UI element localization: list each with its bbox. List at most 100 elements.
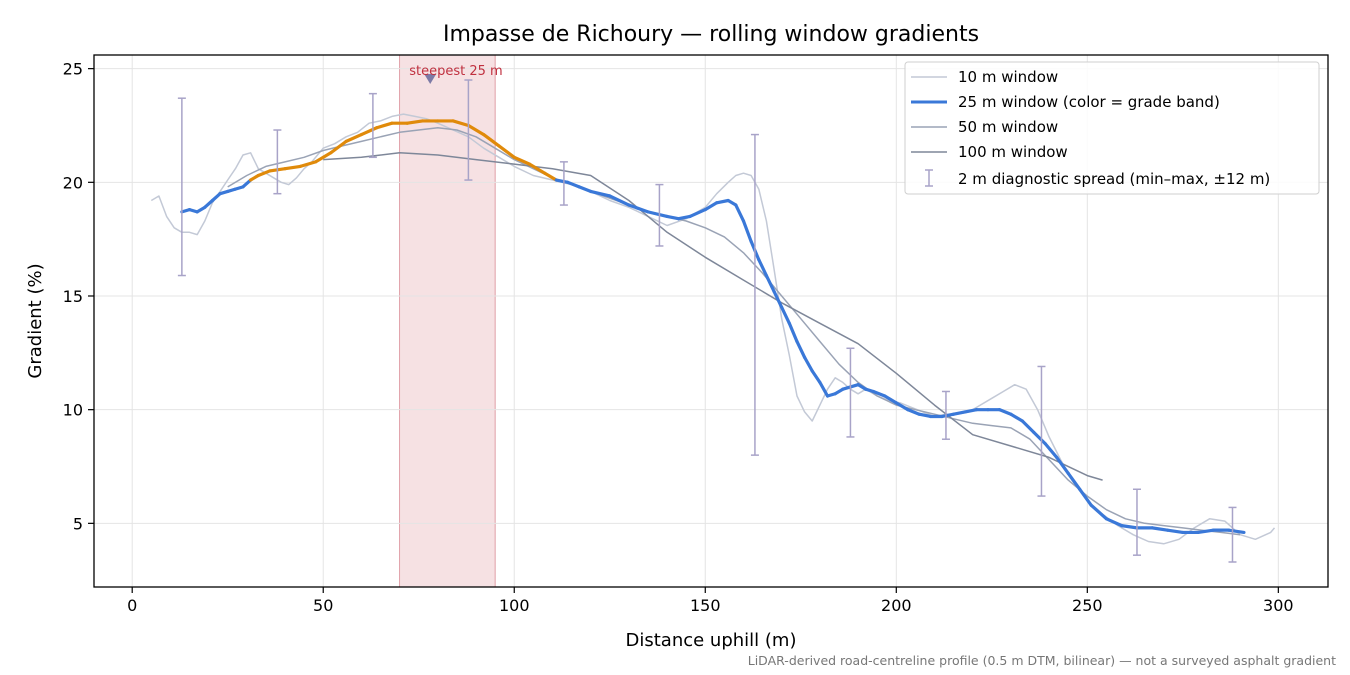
x-tick-label: 50 xyxy=(313,596,333,615)
series-25m-segment xyxy=(703,201,719,212)
series-25m-segment xyxy=(741,219,753,244)
legend-frame xyxy=(904,61,1320,195)
legend-label-100m: 100 m window xyxy=(958,143,1068,161)
legend-label-10m: 10 m window xyxy=(958,68,1058,86)
footnote: LiDAR-derived road-centreline profile (0… xyxy=(748,653,1336,668)
error-bar xyxy=(464,79,473,181)
series-25m-segment xyxy=(566,180,581,189)
series-25m-segment xyxy=(313,151,333,164)
series-25m-segment xyxy=(241,178,253,189)
series-25m-segment xyxy=(1020,419,1036,435)
y-tick-label: 25 xyxy=(63,60,83,79)
series-25m-segment xyxy=(1066,471,1082,491)
series-25m-segment xyxy=(997,408,1013,416)
series-25m-segment xyxy=(283,164,302,171)
y-tick-label: 5 xyxy=(73,514,83,533)
series-25m-segment xyxy=(466,123,486,137)
series-25m-segment xyxy=(451,119,471,128)
series-50m-line xyxy=(227,127,1241,536)
plot-frame xyxy=(93,54,1329,588)
series-25m-segment xyxy=(780,305,791,325)
series-25m-segment xyxy=(298,160,318,169)
series-25m-segment xyxy=(1009,412,1024,423)
x-tick-label: 200 xyxy=(881,596,912,615)
series-25m-segment xyxy=(894,401,910,412)
series-25m-segment xyxy=(497,144,516,159)
series-25m-segment xyxy=(917,412,933,419)
chart-legend: 10 m window 25 m window (color = grade b… xyxy=(904,61,1320,195)
series-25m-segment xyxy=(688,207,707,219)
error-bar xyxy=(177,97,186,277)
series-25m-segment xyxy=(1165,528,1185,535)
legend-label-25m: 25 m window (color = grade band) xyxy=(958,93,1220,111)
legend-label-errorbar: 2 m diagnostic spread (min–max, ±12 m) xyxy=(958,170,1270,188)
series-25m-segment xyxy=(646,210,669,219)
series-25m-segment xyxy=(1032,430,1047,446)
series-25m-segment xyxy=(1227,528,1246,535)
steepest-25m-band xyxy=(399,54,496,588)
y-tick-label: 20 xyxy=(63,173,83,192)
error-bar xyxy=(273,129,282,195)
steepest-marker xyxy=(424,74,437,84)
series-25m-segment xyxy=(810,369,822,384)
series-25m-segment xyxy=(795,339,807,359)
series-25m-segment xyxy=(787,321,799,344)
x-tick-label: 150 xyxy=(690,596,721,615)
error-bar xyxy=(368,92,377,159)
error-bar xyxy=(559,161,568,206)
series-25m-segment xyxy=(527,162,547,175)
error-bar xyxy=(655,183,664,247)
series-25m-segment xyxy=(940,412,956,419)
series-25m-segment xyxy=(1150,526,1170,532)
legend-label-50m: 50 m window xyxy=(958,118,1058,136)
series-25m-segment xyxy=(344,132,364,143)
series-25m-segment xyxy=(906,408,921,416)
error-bar xyxy=(1132,488,1141,556)
steepest-label: steepest 25 m xyxy=(409,64,502,79)
series-25m-segment xyxy=(676,214,692,221)
series-25m-segment xyxy=(803,355,814,373)
series-25m-segment xyxy=(665,214,681,221)
error-bar xyxy=(941,390,950,440)
series-25m-segment xyxy=(589,189,612,198)
y-tick-label: 10 xyxy=(63,401,83,420)
error-bar xyxy=(750,133,759,456)
series-25m-segment xyxy=(883,394,898,405)
series-100m-line xyxy=(323,152,1103,481)
series-25m-segment xyxy=(951,410,967,416)
series-25m-segment xyxy=(1055,455,1070,475)
error-bar xyxy=(1037,365,1046,497)
series-25m-segment xyxy=(1120,524,1139,530)
y-tick-label: 15 xyxy=(63,287,83,306)
chart-title: Impasse de Richoury — rolling window gra… xyxy=(443,22,979,47)
series-25m-segment xyxy=(963,408,979,414)
series-25m-segment xyxy=(512,155,532,166)
series-25m-segment xyxy=(818,380,830,398)
series-25m-segment xyxy=(1078,487,1093,507)
series-25m-segment xyxy=(543,171,558,182)
series-25m-segment xyxy=(608,194,631,207)
x-tick-label: 300 xyxy=(1263,596,1294,615)
series-25m-segment xyxy=(482,132,501,148)
series-25m-segment xyxy=(577,185,593,194)
x-axis-label: Distance uphill (m) xyxy=(626,630,797,651)
series-25m-segment xyxy=(734,203,746,223)
series-25m-segment xyxy=(715,198,730,205)
series-25m-segment xyxy=(757,258,768,278)
series-25m-segment xyxy=(1043,442,1059,460)
x-tick-label: 250 xyxy=(1072,596,1103,615)
y-axis-label: Gradient (%) xyxy=(25,263,46,378)
series-25m-segment xyxy=(772,289,784,309)
series-25m-segment xyxy=(329,139,348,155)
series-25m-segment xyxy=(627,203,650,214)
error-bar xyxy=(1228,506,1237,563)
series-25m-segment xyxy=(203,198,215,209)
series-25m-segment xyxy=(764,273,776,294)
series-25m-segment xyxy=(405,119,425,125)
series-25m-segment xyxy=(871,389,887,398)
series-25m-segment xyxy=(210,192,222,203)
series-25m-segment xyxy=(1104,517,1124,528)
x-tick-label: 100 xyxy=(499,596,530,615)
series-25m-segment xyxy=(1089,503,1109,521)
